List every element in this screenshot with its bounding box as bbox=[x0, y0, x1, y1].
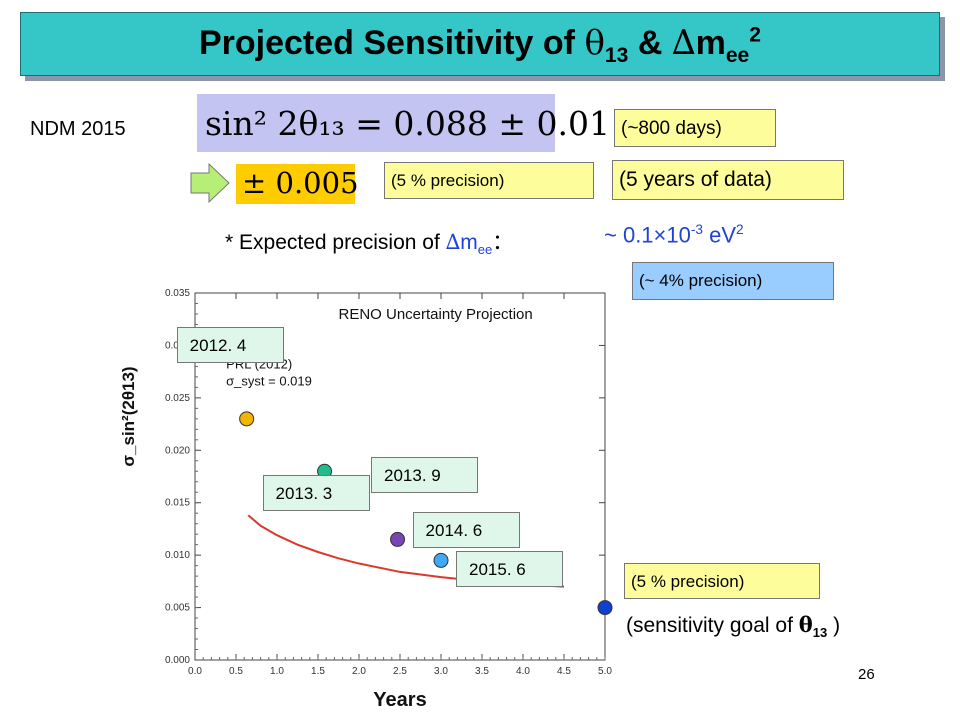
x-tick-label: 5.0 bbox=[598, 666, 612, 677]
projection-curve bbox=[247, 514, 565, 588]
precision-5-note: (5 % precision) bbox=[384, 162, 594, 199]
days-note: (~800 days) bbox=[614, 109, 776, 147]
y-tick-label: 0.015 bbox=[165, 498, 190, 509]
title-amp: & bbox=[628, 24, 672, 62]
title-banner: Projected Sensitivity of θ13 & ∆mee2 bbox=[20, 12, 940, 76]
x-tick-label: 2.5 bbox=[393, 666, 407, 677]
precision-5-goal-note: (5 % precision) bbox=[624, 563, 820, 599]
title-main: Projected Sensitivity of bbox=[198, 24, 585, 62]
years-note: (5 years of data) bbox=[612, 160, 844, 200]
precision-4-note: (~ 4% precision) bbox=[632, 262, 834, 300]
expected-precision-value: ~ 0.1×10-3 eV2 bbox=[604, 222, 744, 248]
x-tick-label: 2.0 bbox=[352, 666, 366, 677]
goal-theta-symbol: θ bbox=[798, 612, 813, 637]
data-point bbox=[433, 552, 449, 568]
x-tick-label: 4.5 bbox=[557, 666, 571, 677]
delta-symbol: ∆ bbox=[671, 23, 696, 63]
expected-unit-exponent: 2 bbox=[736, 222, 744, 237]
y-tick-label: 0.035 bbox=[165, 288, 190, 299]
plot-frame bbox=[194, 292, 606, 661]
pm-value: ± 0.005 bbox=[242, 166, 359, 200]
x-tick-label: 4.0 bbox=[516, 666, 530, 677]
sensitivity-chart: 0.0 0.5 1.0 1.5 2.0 2.5 3.0 3.5 4.0 4.5 5.0 0.000 0.… bbox=[120, 288, 613, 711]
y-tick-label: 0.025 bbox=[165, 393, 190, 404]
goal-prefix: (sensitivity goal of bbox=[626, 614, 799, 637]
m-subscript: ee bbox=[725, 43, 750, 67]
data-point bbox=[317, 463, 333, 479]
y-tick-label: 0.005 bbox=[165, 603, 190, 614]
y-tick-label: 0.000 bbox=[165, 655, 190, 666]
chart-annotation: PRL (2012) bbox=[226, 356, 292, 371]
x-tick-label: 3.5 bbox=[475, 666, 489, 677]
y-axis-label: σ_sin²(2θ13) bbox=[120, 366, 138, 466]
data-point bbox=[597, 600, 613, 616]
sensitivity-goal-label: (sensitivity goal of θ13 ) bbox=[626, 612, 840, 640]
expected-value-main: ~ 0.1×10 bbox=[604, 222, 691, 248]
x-axis-label: Years bbox=[373, 689, 426, 711]
formula-box: sin² 2θ₁₃ = 0.088 ± 0.011 bbox=[197, 94, 631, 152]
data-point bbox=[239, 411, 255, 427]
goal-suffix: ) bbox=[827, 614, 841, 637]
theta-symbol: θ bbox=[584, 23, 605, 63]
expected-value-exponent: -3 bbox=[690, 222, 703, 237]
data-point bbox=[390, 531, 406, 547]
expected-value-unit: eV bbox=[703, 222, 737, 248]
theta-subscript: 13 bbox=[604, 43, 629, 67]
data-point bbox=[351, 486, 367, 502]
expected-prefix: * Expected precision of bbox=[225, 231, 446, 254]
expected-delta-symbol: ∆ bbox=[445, 230, 461, 254]
goal-theta-subscript: 13 bbox=[812, 625, 828, 641]
x-tick-label: 0.5 bbox=[229, 666, 243, 677]
y-tick-label: 0.020 bbox=[165, 445, 190, 456]
page-number: 26 bbox=[858, 666, 875, 683]
formula-text: sin² 2θ₁₃ = 0.088 ± 0.011 bbox=[205, 104, 631, 143]
expected-m: m bbox=[460, 231, 478, 254]
conference-label: NDM 2015 bbox=[30, 118, 126, 140]
pm-box: ± 0.005 bbox=[236, 164, 359, 204]
x-tick-label: 1.5 bbox=[311, 666, 325, 677]
chart-annotation: σ_syst = 0.019 bbox=[226, 373, 312, 388]
slide-title: Projected Sensitivity of θ13 & ∆mee2 bbox=[21, 23, 939, 68]
expected-m-subscript: ee bbox=[477, 242, 493, 258]
expected-precision-label: * Expected precision of ∆mee： bbox=[225, 226, 513, 257]
title-m: m bbox=[695, 24, 726, 62]
y-tick-label: 0.030 bbox=[165, 340, 190, 351]
m-superscript: 2 bbox=[749, 23, 761, 47]
expected-colon: ： bbox=[492, 231, 514, 254]
chart-title: RENO Uncertainty Projection bbox=[339, 306, 533, 323]
arrow-right-icon bbox=[190, 162, 230, 204]
x-tick-label: 1.0 bbox=[270, 666, 284, 677]
y-tick-label: 0.010 bbox=[165, 550, 190, 561]
x-tick-label: 3.0 bbox=[434, 666, 448, 677]
x-tick-label: 0.0 bbox=[188, 666, 202, 677]
